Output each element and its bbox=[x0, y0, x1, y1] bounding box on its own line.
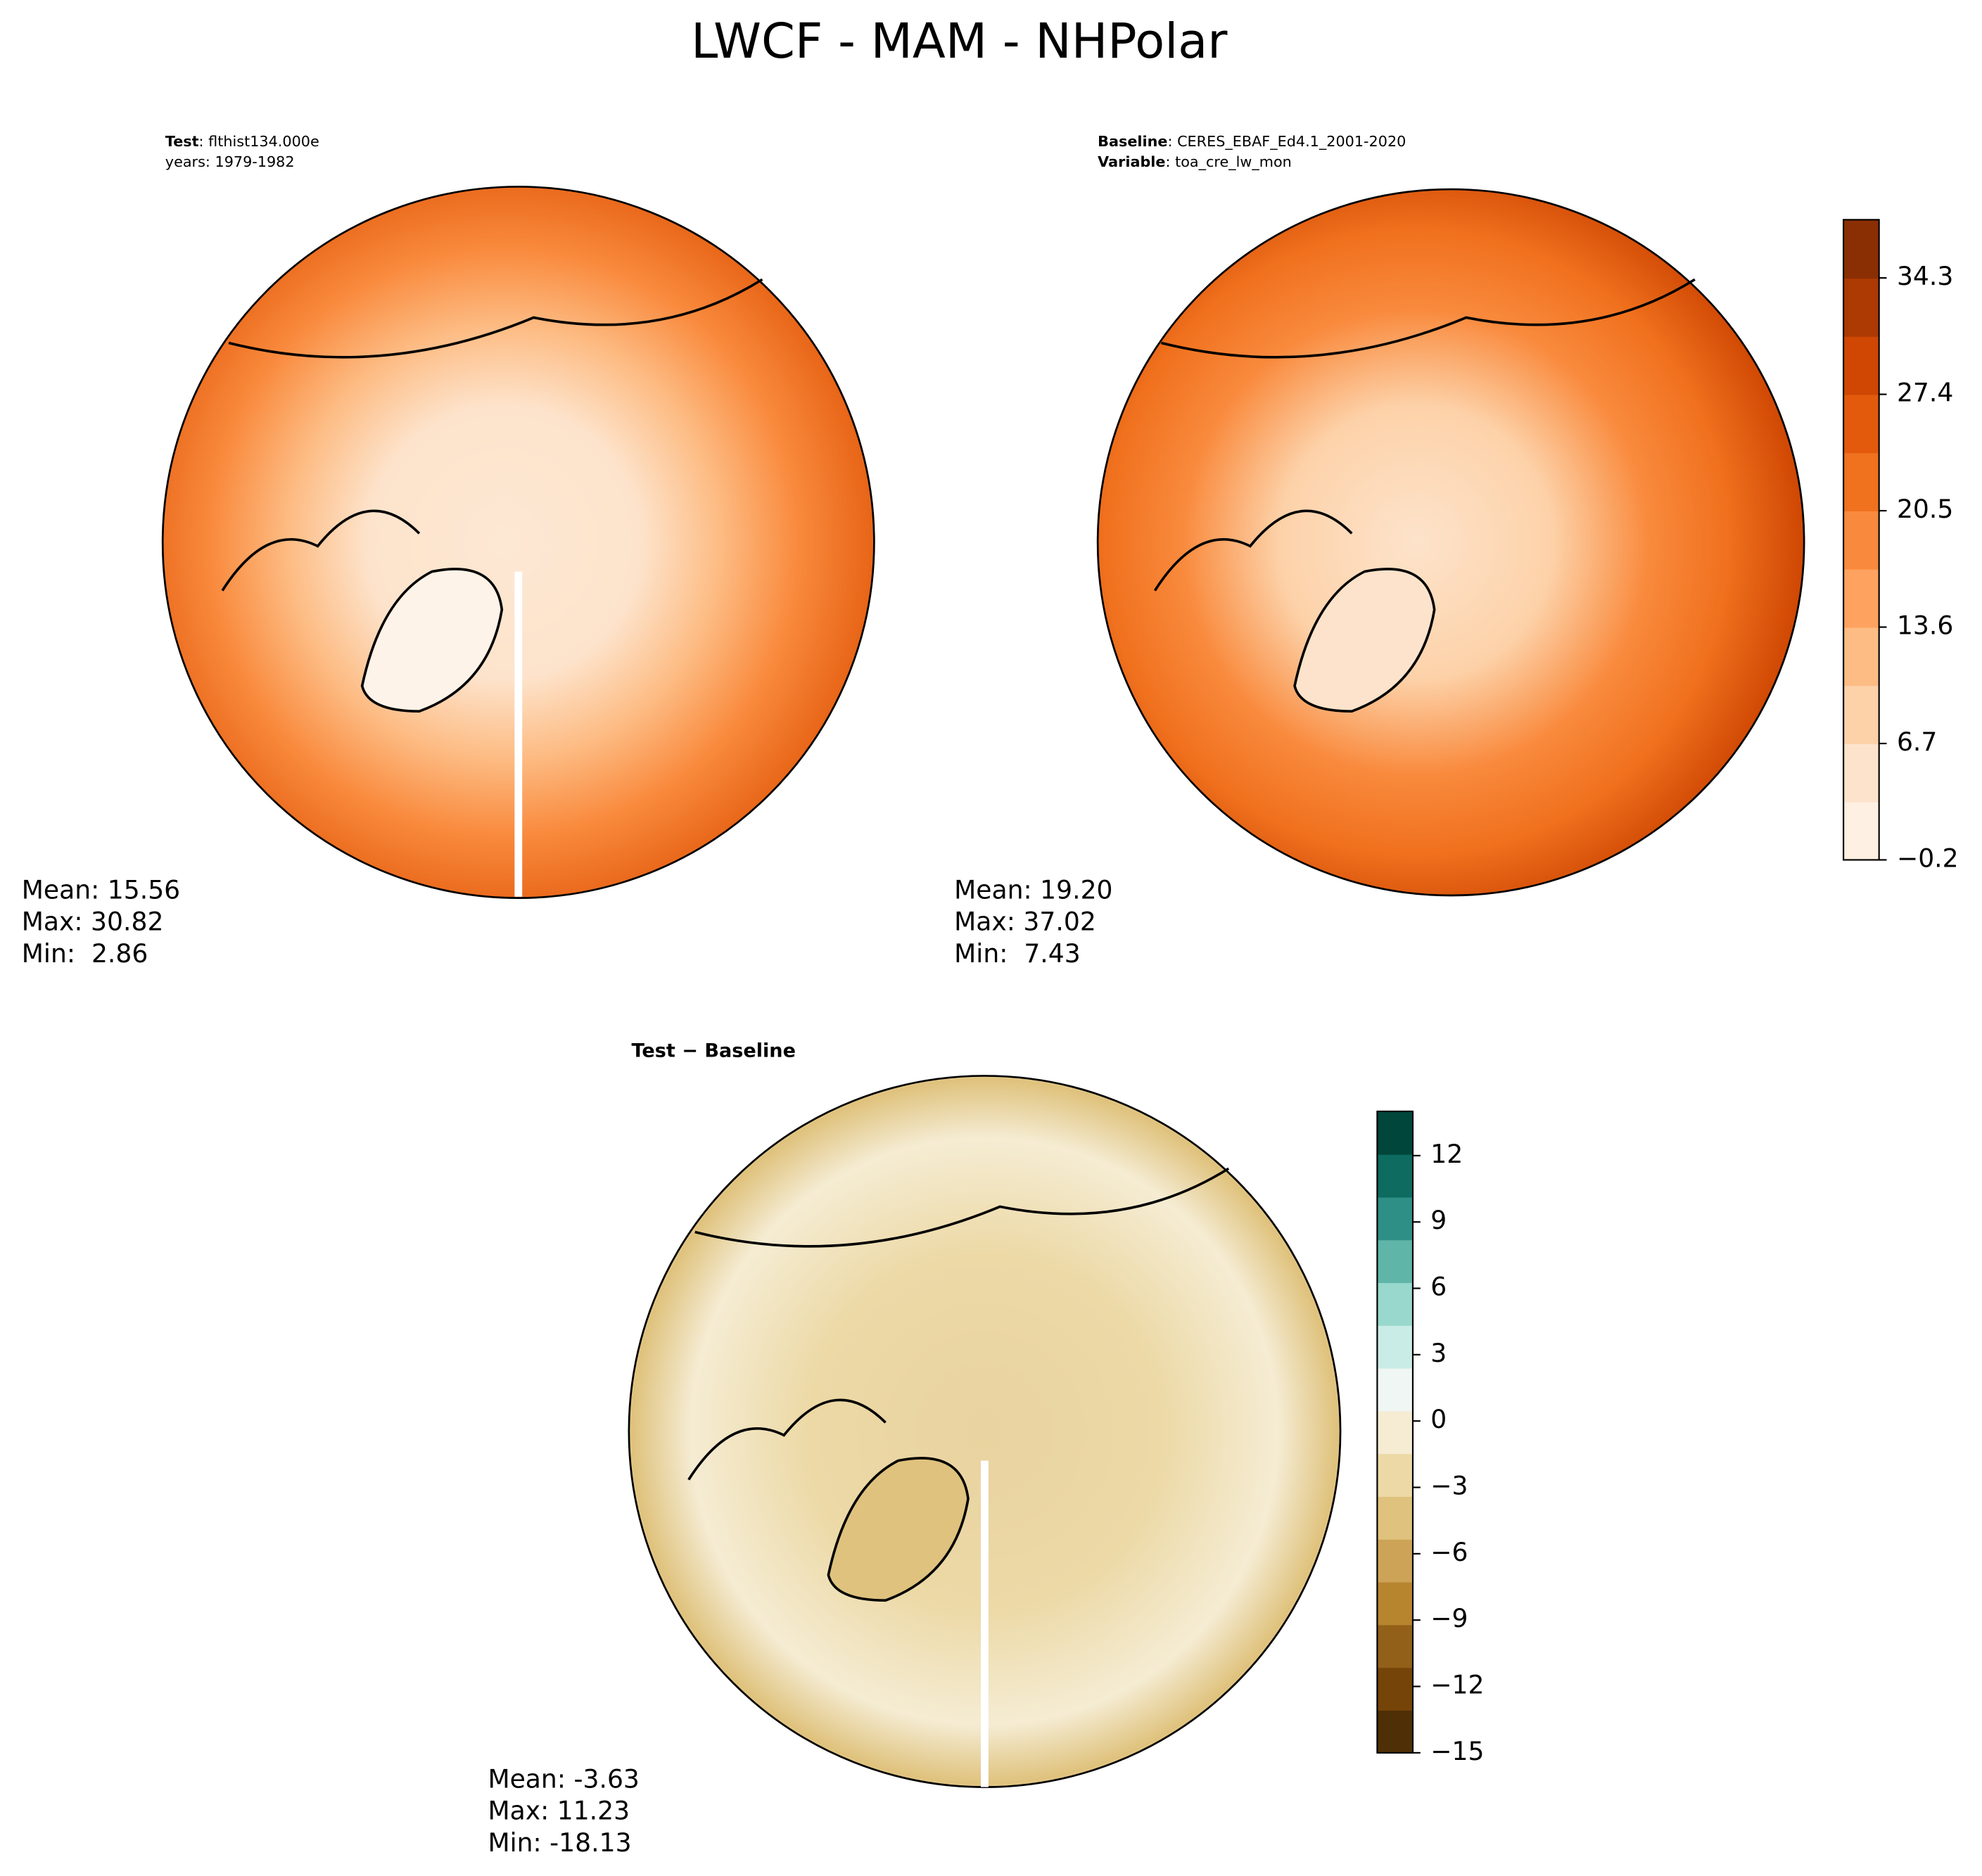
colorbar-band bbox=[1843, 511, 1879, 570]
stat: Mean: -3.63 bbox=[488, 1764, 639, 1794]
panel-label: Test − Baseline bbox=[631, 1040, 795, 1062]
map-test: Test: flthist134.000e years: 1979-1982 M… bbox=[22, 133, 875, 969]
map-disc bbox=[1096, 188, 1805, 897]
panel-label: Test: flthist134.000e bbox=[165, 133, 319, 150]
map-disc bbox=[161, 186, 875, 899]
coastline bbox=[827, 1457, 970, 1602]
colorbar-tick-label: −15 bbox=[1430, 1736, 1484, 1766]
colorbar-tick-label: 0 bbox=[1430, 1404, 1447, 1434]
colorbar-tick-label: 20.5 bbox=[1897, 494, 1953, 524]
panel-sublabel: years: 1979-1982 bbox=[165, 153, 295, 170]
colorbar-band bbox=[1843, 219, 1879, 279]
colorbar-band bbox=[1377, 1410, 1413, 1455]
coastline bbox=[221, 278, 763, 592]
map-difference: Test − Baseline Mean: -3.63 Max: 11.23 M… bbox=[488, 1040, 1342, 1858]
colorbar-band bbox=[1377, 1538, 1413, 1583]
colorbar-band bbox=[1843, 394, 1879, 454]
colorbar-frame bbox=[1376, 1110, 1414, 1754]
coastline bbox=[360, 568, 504, 713]
coastline bbox=[1153, 278, 1696, 592]
colorbar-tick-label: 6.7 bbox=[1897, 727, 1937, 757]
colorbar-band bbox=[1843, 685, 1879, 744]
stat: Mean: 19.20 bbox=[954, 875, 1112, 905]
seam bbox=[981, 1460, 989, 1787]
stat: Max: 11.23 bbox=[488, 1796, 630, 1826]
colorbar-band bbox=[1377, 1325, 1413, 1369]
colorbar-tick-label: −9 bbox=[1430, 1603, 1468, 1633]
colorbar-band bbox=[1843, 568, 1879, 628]
colorbar-tick-label: 34.3 bbox=[1897, 261, 1953, 291]
colorbar-band bbox=[1377, 1496, 1413, 1540]
colorbar-band bbox=[1843, 743, 1879, 803]
colorbar-band bbox=[1377, 1154, 1413, 1198]
panel-label: Baseline: CERES_EBAF_Ed4.1_2001-2020 bbox=[1098, 133, 1406, 151]
colorbar-band bbox=[1843, 278, 1879, 337]
colorbar-frame bbox=[1843, 219, 1880, 861]
map-baseline: Baseline: CERES_EBAF_Ed4.1_2001-2020 Var… bbox=[954, 133, 1805, 969]
colorbar-band bbox=[1377, 1282, 1413, 1326]
colorbar-tick-label: −12 bbox=[1430, 1670, 1484, 1700]
colorbar-band bbox=[1377, 1624, 1413, 1668]
colorbar-band bbox=[1377, 1239, 1413, 1284]
colorbar-tick-label: 6 bbox=[1430, 1272, 1447, 1302]
colorbar-band bbox=[1843, 627, 1879, 687]
coastline bbox=[687, 1167, 1230, 1481]
colorbar-band bbox=[1377, 1367, 1413, 1412]
colorbar-tick-label: 27.4 bbox=[1897, 378, 1953, 408]
colorbar-tick-label: 13.6 bbox=[1897, 611, 1953, 641]
seam bbox=[514, 571, 523, 897]
figure-title: LWCF - MAM - NHPolar bbox=[691, 13, 1228, 70]
colorbar-band bbox=[1377, 1710, 1413, 1754]
panel-sublabel: Variable: toa_cre_lw_mon bbox=[1098, 153, 1292, 171]
colorbar-band bbox=[1377, 1197, 1413, 1241]
colorbar-band bbox=[1377, 1667, 1413, 1711]
colorbar-tick-label: −0.2 bbox=[1897, 843, 1959, 873]
colorbar-tick-label: 12 bbox=[1430, 1139, 1463, 1169]
colorbar-band bbox=[1843, 801, 1879, 861]
stat: Min: 7.43 bbox=[954, 938, 1081, 969]
colorbar-band bbox=[1377, 1453, 1413, 1498]
colorbar-tick-label: −6 bbox=[1430, 1537, 1468, 1567]
colorbar-band bbox=[1843, 336, 1879, 395]
colorbar-band bbox=[1377, 1581, 1413, 1626]
stat: Min: 2.86 bbox=[22, 938, 148, 969]
stat: Min: -18.13 bbox=[488, 1827, 631, 1858]
stat: Max: 30.82 bbox=[22, 907, 164, 937]
colorbar-tick-label: −3 bbox=[1430, 1471, 1468, 1501]
colorbar-tick-label: 3 bbox=[1430, 1338, 1447, 1368]
stat: Mean: 15.56 bbox=[22, 875, 180, 905]
colorbar-band bbox=[1843, 452, 1879, 511]
colorbar-band bbox=[1377, 1111, 1413, 1155]
colorbar-tick-label: 9 bbox=[1430, 1205, 1447, 1235]
coastline bbox=[1293, 568, 1436, 713]
stat: Max: 37.02 bbox=[954, 907, 1096, 937]
